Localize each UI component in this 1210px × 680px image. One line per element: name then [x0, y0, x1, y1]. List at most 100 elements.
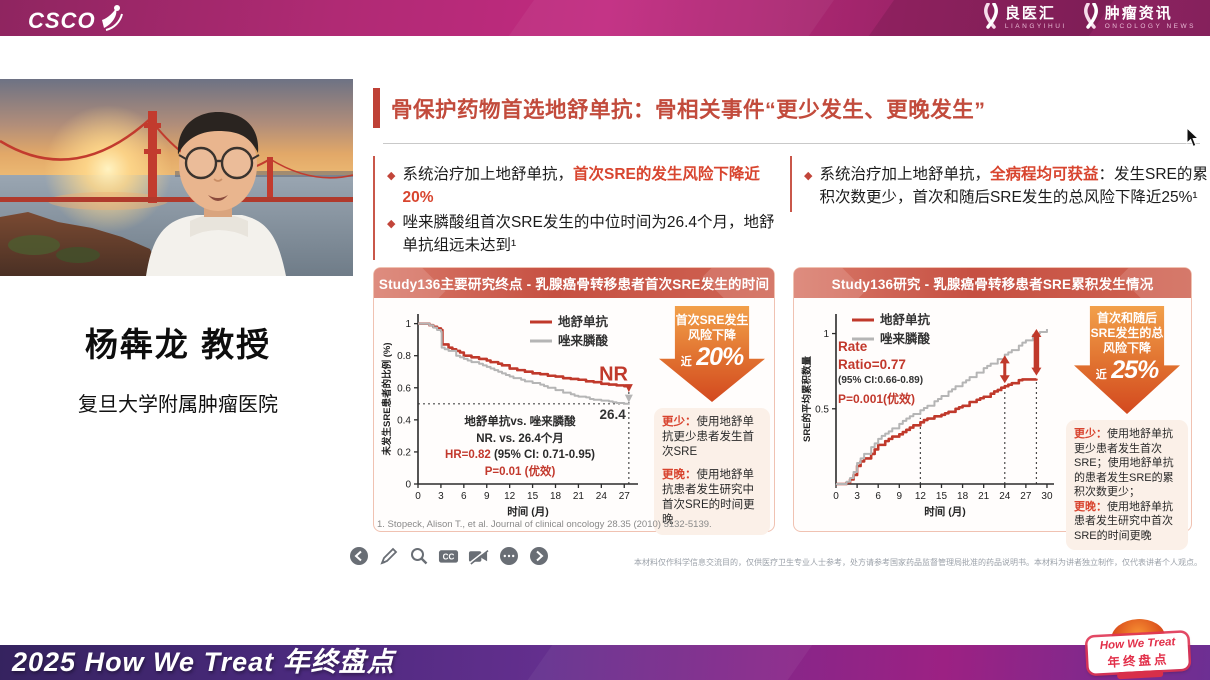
badge-box: How We Treat 年终盘点	[1087, 632, 1189, 674]
stat-hr: HR=0.82	[445, 449, 491, 462]
risk-reduction-badge: 首次SRE发生 风险下降 近 20%	[659, 306, 765, 402]
panel-header: Study136研究 - 乳腺癌骨转移患者SRE累积发生情况	[794, 268, 1191, 298]
presenter-video-scene	[0, 79, 354, 276]
note-label: 更少：	[662, 416, 697, 428]
svg-text:0: 0	[405, 480, 411, 491]
svg-text:21: 21	[978, 491, 990, 502]
csco-figure-icon	[98, 4, 124, 36]
speaker-name: 杨犇龙 教授	[84, 326, 272, 363]
badge-line: 风险下降	[687, 328, 736, 342]
note-text: 使用地舒单抗更少患者发生首次SRE	[662, 416, 754, 459]
svg-text:3: 3	[438, 491, 444, 502]
note-label: 更少：	[1074, 428, 1107, 440]
svg-text:地舒单抗: 地舒单抗	[558, 314, 609, 329]
liangyihui-sub: LIANGYIHUI	[1004, 23, 1067, 31]
bullet-item: ◆ 系统治疗加上地舒单抗，全病程均可获益：发生SRE的累积次数更少，首次和随后S…	[804, 164, 1208, 210]
oncology-news-logo: 肿瘤资讯 ONCOLOGY NEWS	[1083, 2, 1196, 34]
footer-bar: 2025 How We Treat 年终盘点 How We Treat 年终盘点	[0, 617, 1210, 680]
badge-line: 风险下降	[1102, 341, 1151, 355]
badge-line: SRE发生的总	[1090, 326, 1164, 340]
badge-near: 近	[1095, 369, 1107, 381]
mouse-cursor	[1186, 126, 1200, 153]
badge-line: 首次和随后	[1096, 311, 1157, 325]
panel-first-sre-time: Study136主要研究终点 - 乳腺癌骨转移患者首次SRE发生的时间 0 3 6 9…	[373, 267, 775, 536]
liangyihui-name: 良医汇	[1004, 5, 1056, 23]
svg-text:0: 0	[415, 491, 421, 502]
svg-text:27: 27	[1020, 491, 1032, 502]
svg-text:唑来膦酸: 唑来膦酸	[558, 333, 609, 348]
slide-title-block: 骨保护药物首选地舒单抗：骨相关事件“更少发生、更晚发生”	[373, 88, 986, 128]
badge-percent: 25%	[1111, 356, 1159, 384]
liangyihui-logo: 良医汇 LIANGYIHUI	[983, 2, 1067, 34]
svg-text:9: 9	[484, 491, 490, 502]
svg-text:地舒单抗: 地舒单抗	[880, 312, 931, 327]
svg-text:15: 15	[527, 491, 539, 502]
panel-cumulative-sre: Study136研究 - 乳腺癌骨转移患者SRE累积发生情况 0 3 6 9 12 15 1…	[793, 267, 1192, 551]
footer-decor-shard	[527, 645, 813, 680]
svg-text:18: 18	[957, 491, 969, 502]
bullet-diamond-icon: ◆	[387, 217, 396, 230]
svg-text:1: 1	[405, 319, 411, 330]
stat-line: 地舒单抗vs. 唑来膦酸	[464, 416, 576, 428]
svg-text:未发生SRE患者的比例 (%): 未发生SRE患者的比例 (%)	[381, 343, 393, 457]
previous-button[interactable]	[348, 545, 369, 566]
bullet-item: ◆ 唑来膦酸组首次SRE发生的中位时间为26.4个月，地舒单抗组远未达到¹	[387, 212, 785, 258]
badge-ribbon-decor	[1117, 669, 1164, 680]
camera-off-button[interactable]	[468, 545, 489, 566]
ribbon-icon	[983, 2, 999, 34]
stat-line: Ratio=0.77	[838, 356, 906, 372]
zoom-button[interactable]	[408, 545, 429, 566]
partner-logos: 良医汇 LIANGYIHUI 肿瘤资讯 ONCOLOGY NEWS	[983, 2, 1196, 34]
bullet-text: 系统治疗加上地舒单抗，	[402, 166, 573, 183]
svg-text:12: 12	[504, 491, 516, 502]
bullet-highlight: 全病程均可获益	[989, 166, 1099, 183]
header-decor-shard	[498, 0, 842, 36]
next-button[interactable]	[528, 545, 549, 566]
oncology-news-sub: ONCOLOGY NEWS	[1104, 23, 1196, 31]
svg-text:1: 1	[823, 329, 829, 340]
svg-text:0.6: 0.6	[397, 383, 411, 394]
svg-text:18: 18	[550, 491, 562, 502]
svg-text:0: 0	[833, 491, 839, 502]
svg-text:27: 27	[619, 491, 631, 502]
cum-stats: Rate Ratio=0.77 (95% CI:0.66-0.89) P=0.0…	[838, 338, 978, 408]
svg-text:3: 3	[854, 491, 860, 502]
note-item: 更少：使用地舒单抗更少患者发生首次SRE	[662, 415, 762, 461]
svg-text:21: 21	[573, 491, 585, 502]
cumulative-chart: 0 3 6 9 12 15 18 21 24 27 30 0.5 1 时间 (月) SRE的平均累积数量 地舒…	[801, 312, 1054, 518]
bullet-highlight: 首次SRE的发生风险下降近20%	[402, 166, 760, 206]
disclaimer-text: 本材料仅作科学信息交流目的，仅供医疗卫生专业人士参考，处方请参考国家药品监督管理…	[634, 558, 1202, 567]
right-side-column: 首次和随后 SRE发生的总 风险下降 近 25% 更少：使用地舒单抗更少患者发生…	[1066, 306, 1188, 551]
slide-title: 骨保护药物首选地舒单抗：骨相关事件“更少发生、更晚发生”	[391, 97, 986, 122]
bullet-text: 系统治疗加上地舒单抗，	[819, 166, 990, 183]
svg-text:12: 12	[915, 491, 927, 502]
captions-button[interactable]: CC	[438, 545, 459, 566]
notes-box: 更少：使用地舒单抗更少患者发生首次SRE；使用地舒单抗 的患者发生SRE的累积次…	[1066, 420, 1188, 551]
presenter-video	[0, 79, 354, 276]
svg-text:0.2: 0.2	[397, 447, 411, 458]
annotate-pencil-button[interactable]	[378, 545, 399, 566]
top-header-bar: CSCO 良医汇 LIANGYIHUI	[0, 0, 1210, 36]
panel-header: Study136主要研究终点 - 乳腺癌骨转移患者首次SRE发生的时间	[374, 268, 774, 298]
svg-text:CC: CC	[443, 552, 455, 561]
panel-header-title: Study136主要研究终点 - 乳腺癌骨转移患者首次SRE发生的时间	[378, 277, 770, 292]
svg-text:26.4: 26.4	[599, 407, 626, 422]
svg-text:6: 6	[875, 491, 881, 502]
bullets-left: ◆ 系统治疗加上地舒单抗，首次SRE的发生风险下降近20% ◆ 唑来膦酸组首次S…	[373, 156, 785, 260]
left-side-column: 首次SRE发生 风险下降 近 20% 更少：使用地舒单抗更少患者发生首次SRE …	[654, 306, 770, 536]
km-chart: 0 3 6 9 12 15 18 21 24 27 0 0.2 0.4 0.6 0.8 1 时间 (月) 未发生S…	[381, 314, 638, 518]
note-item: 更晚：使用地舒单抗 患者发生研究中首次SRE的时间更晚	[1074, 500, 1180, 544]
badge-percent: 20%	[696, 343, 744, 371]
csco-logo-text: CSCO	[28, 7, 96, 33]
stat-line: NR. vs. 26.4个月	[476, 432, 564, 445]
more-options-button[interactable]	[498, 545, 519, 566]
note-item: 更晚：使用地舒单抗患者发生研究中首次SRE的时间更晚	[662, 468, 762, 529]
viewer-toolbar: CC	[348, 545, 549, 566]
stat-p: P=0.001(优效)	[838, 392, 916, 407]
note-text: 使用地舒单抗 患者发生研究中首次SRE的时间更晚	[1074, 500, 1173, 542]
svg-text:15: 15	[936, 491, 948, 502]
csco-logo: CSCO	[28, 4, 124, 36]
svg-text:24: 24	[999, 491, 1011, 502]
panel-body: 0 3 6 9 12 15 18 21 24 27 30 0.5 1 时间 (月) SRE的平均累积数量 地舒…	[794, 298, 1191, 551]
